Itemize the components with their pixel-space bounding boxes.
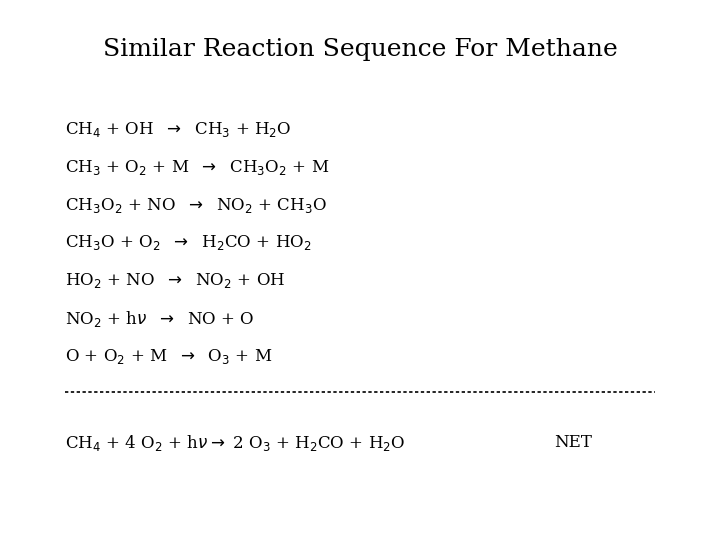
Text: NO$_2$ + h$\nu$  $\rightarrow$  NO + O: NO$_2$ + h$\nu$ $\rightarrow$ NO + O [65,308,254,329]
Text: HO$_2$ + NO  $\rightarrow$  NO$_2$ + OH: HO$_2$ + NO $\rightarrow$ NO$_2$ + OH [65,271,285,291]
Text: Similar Reaction Sequence For Methane: Similar Reaction Sequence For Methane [103,38,617,61]
Text: CH$_3$O + O$_2$  $\rightarrow$  H$_2$CO + HO$_2$: CH$_3$O + O$_2$ $\rightarrow$ H$_2$CO + … [65,233,312,253]
Text: CH$_3$O$_2$ + NO  $\rightarrow$  NO$_2$ + CH$_3$O: CH$_3$O$_2$ + NO $\rightarrow$ NO$_2$ + … [65,195,327,215]
Text: CH$_4$ + OH  $\rightarrow$  CH$_3$ + H$_2$O: CH$_4$ + OH $\rightarrow$ CH$_3$ + H$_2$… [65,120,292,139]
Text: CH$_3$ + O$_2$ + M  $\rightarrow$  CH$_3$O$_2$ + M: CH$_3$ + O$_2$ + M $\rightarrow$ CH$_3$O… [65,158,329,177]
Text: NET: NET [554,434,593,451]
Text: O + O$_2$ + M  $\rightarrow$  O$_3$ + M: O + O$_2$ + M $\rightarrow$ O$_3$ + M [65,347,272,366]
Text: CH$_4$ + 4 O$_2$ + h$\nu$$\rightarrow$ 2 O$_3$ + H$_2$CO + H$_2$O: CH$_4$ + 4 O$_2$ + h$\nu$$\rightarrow$ 2… [65,433,405,453]
